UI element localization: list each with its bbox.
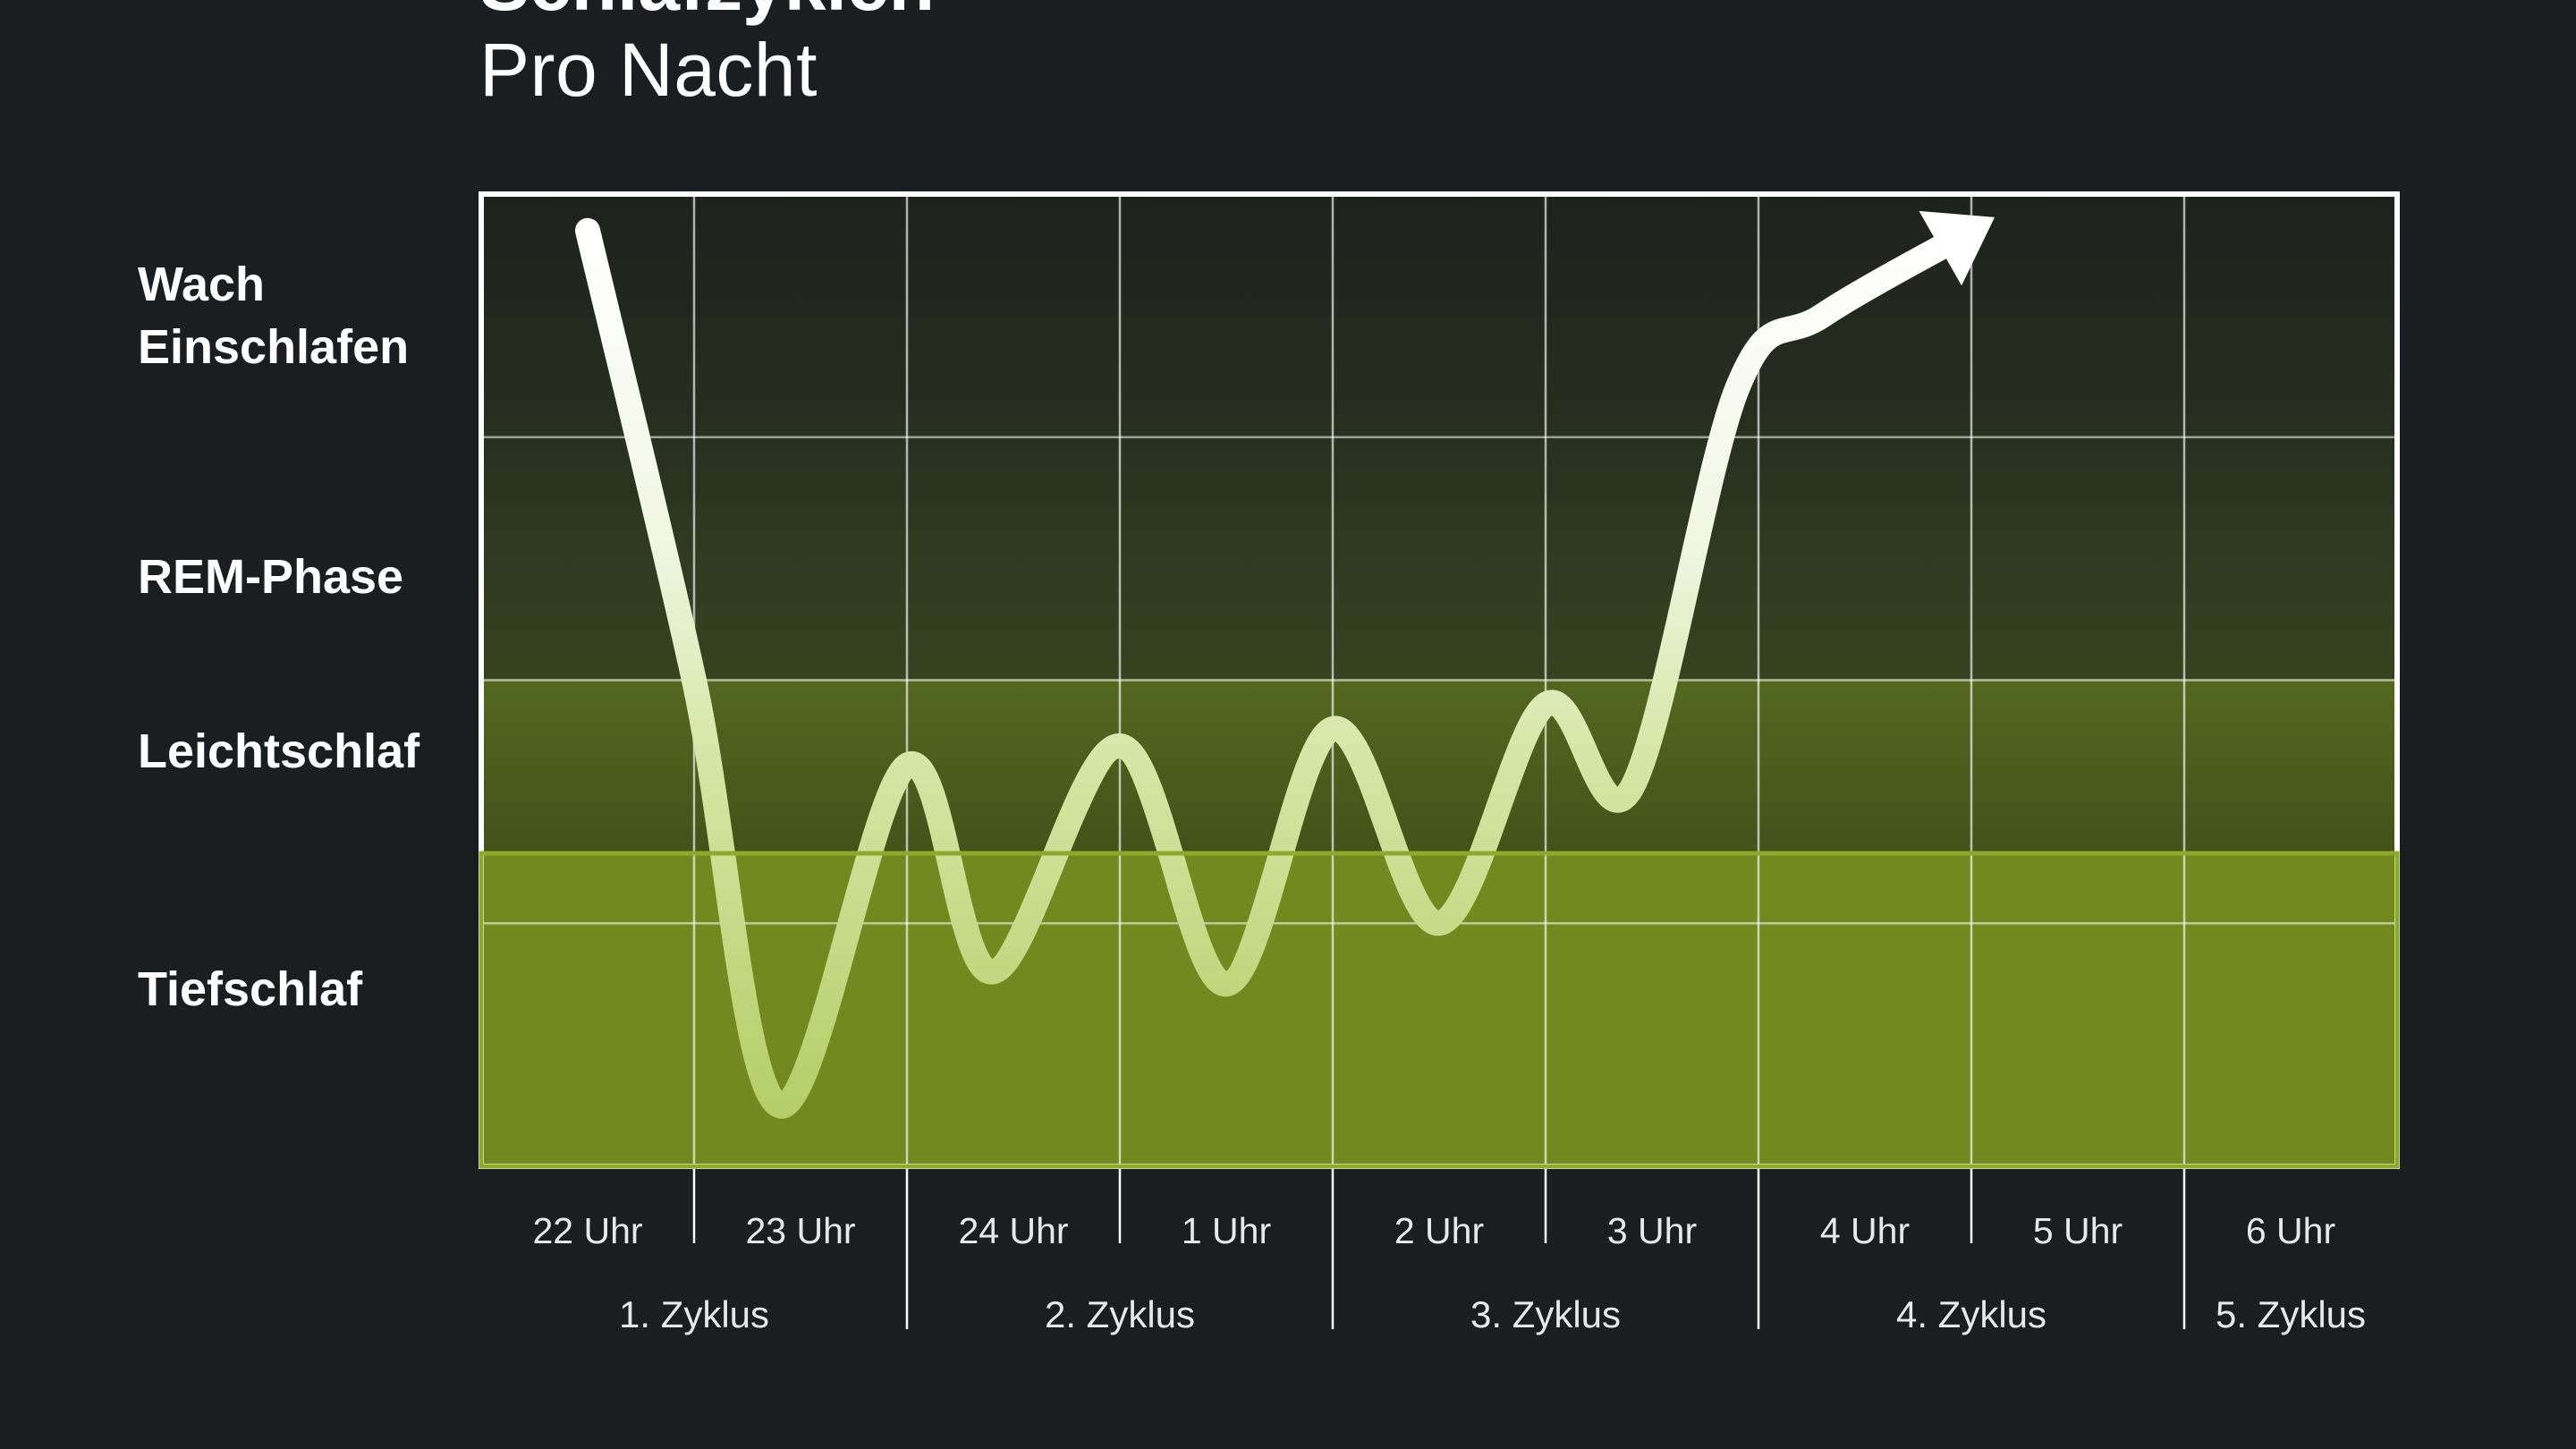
- x-tick-label: 23 Uhr: [745, 1210, 855, 1251]
- stage-label-rem: REM-Phase: [138, 550, 404, 604]
- stage-label-light: Leichtschlaf: [138, 724, 420, 778]
- x-tick-label: 1 Uhr: [1182, 1210, 1271, 1251]
- x-tick-label: 2 Uhr: [1394, 1210, 1484, 1251]
- x-axis-ticks: 22 Uhr 23 Uhr 24 Uhr 1 Uhr 2 Uhr 3 Uhr 4 Uhr 5 …: [532, 1168, 2335, 1329]
- x-tick-label: 6 Uhr: [2246, 1210, 2335, 1251]
- band-light: [481, 679, 2397, 853]
- cycle-label: 3. Zyklus: [1470, 1293, 1621, 1335]
- page-subtitle: Pro Nacht: [479, 28, 818, 112]
- stage-bands: [481, 194, 2397, 1166]
- cycle-label: 5. Zyklus: [2216, 1293, 2366, 1335]
- cycle-labels: 1. Zyklus 2. Zyklus 3. Zyklus 4. Zyklus 5. Z…: [619, 1293, 2366, 1335]
- cycle-label: 2. Zyklus: [1045, 1293, 1195, 1335]
- stage-label-deep: Tiefschlaf: [138, 962, 363, 1016]
- x-tick-label: 5 Uhr: [2033, 1210, 2123, 1251]
- x-tick-label: 4 Uhr: [1820, 1210, 1910, 1251]
- x-tick-label: 24 Uhr: [958, 1210, 1068, 1251]
- cycle-label: 1. Zyklus: [619, 1293, 769, 1335]
- stage-label-falling-asleep: Einschlafen: [138, 320, 410, 374]
- arrow-head-icon: [1919, 210, 1996, 286]
- x-tick-label: 3 Uhr: [1607, 1210, 1697, 1251]
- x-tick-label: 22 Uhr: [532, 1210, 642, 1251]
- band-deep: [481, 853, 2397, 1166]
- band-wake: [481, 194, 2397, 504]
- deep-band-border: [479, 851, 2400, 1169]
- page-title: Schlafzyklen: [479, 0, 935, 28]
- cycle-label: 4. Zyklus: [1896, 1293, 2046, 1335]
- stage-label-wake: Wach: [138, 258, 266, 311]
- sleep-stage-line: [575, 217, 1984, 1119]
- band-rem: [481, 504, 2397, 679]
